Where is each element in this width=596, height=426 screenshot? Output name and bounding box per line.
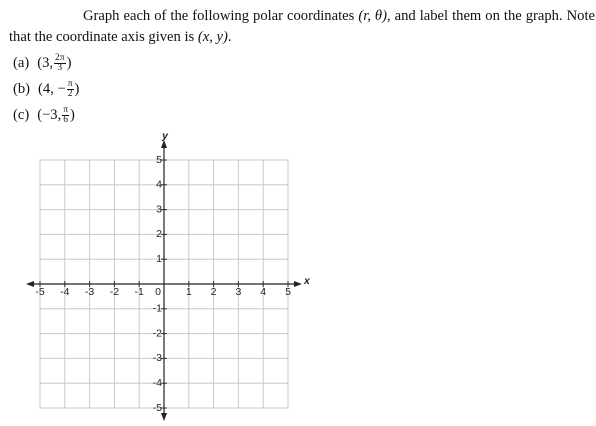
numerator: π: [62, 104, 70, 116]
intro: Graph each of the following polar coordi…: [9, 6, 595, 48]
coord-end: ): [74, 80, 80, 97]
x-tick-label: 2: [211, 286, 217, 298]
item-label: (c): [13, 106, 30, 123]
y-tick-label: -3: [153, 352, 162, 364]
y-axis-label: y: [161, 130, 169, 142]
x-tick-label: 5: [285, 286, 291, 298]
arrow: [26, 281, 34, 287]
arrow: [294, 281, 302, 287]
numerator: π: [66, 78, 74, 90]
y-tick-label: 3: [156, 203, 162, 215]
x-tick-label: -5: [35, 286, 44, 298]
x-tick-label: -3: [85, 286, 94, 298]
y-tick-label: -5: [153, 402, 162, 414]
text: .: [227, 29, 232, 45]
item: (a) (3, 2π 3): [13, 52, 595, 74]
coord-start: (4, −: [38, 80, 66, 97]
item: (c) (−3, π 6): [13, 104, 595, 126]
text: Graph each of the following polar coordi…: [83, 8, 359, 24]
y-tick-label: 4: [156, 179, 162, 191]
math: (x, y): [197, 29, 228, 45]
arrow: [161, 140, 167, 148]
y-tick-label: 2: [156, 228, 162, 240]
denominator: 2: [67, 88, 73, 99]
coord-end: ): [70, 106, 75, 123]
y-tick-label: -2: [153, 327, 162, 339]
item-list: (a) (3, 2π 3) (b) (4, − π 2) (c) (−3, π 6): [9, 52, 595, 126]
x-tick-label: -4: [60, 286, 69, 298]
y-tick-label: 1: [156, 253, 162, 265]
item-label: (b): [13, 80, 31, 97]
x-tick-label: 3: [235, 286, 241, 298]
y-tick-label: 5: [156, 154, 162, 166]
y-tick-label: -1: [153, 303, 162, 315]
denominator: 6: [63, 114, 69, 125]
denominator: 3: [57, 62, 63, 73]
numerator: 2π: [54, 52, 66, 64]
origin-label: 0: [155, 286, 161, 298]
problem: Graph each of the following polar coordi…: [9, 6, 595, 126]
x-tick-label: 4: [260, 286, 266, 298]
x-tick-label: -1: [135, 286, 144, 298]
math: (r, θ): [358, 8, 387, 24]
coord-end: ): [66, 54, 72, 71]
fraction: 2π 3: [54, 52, 66, 73]
item-label: (a): [13, 54, 30, 71]
text: , and label them on the graph. Note that…: [9, 8, 596, 45]
coord-start: (−3,: [37, 106, 62, 123]
x-tick-label: 1: [186, 286, 192, 298]
x-tick-label: -2: [110, 286, 119, 298]
coord-start: (3,: [37, 54, 54, 71]
x-axis-label: x: [303, 275, 311, 287]
y-tick-label: -4: [153, 377, 162, 389]
arrow: [161, 413, 167, 421]
item: (b) (4, − π 2): [13, 78, 595, 100]
